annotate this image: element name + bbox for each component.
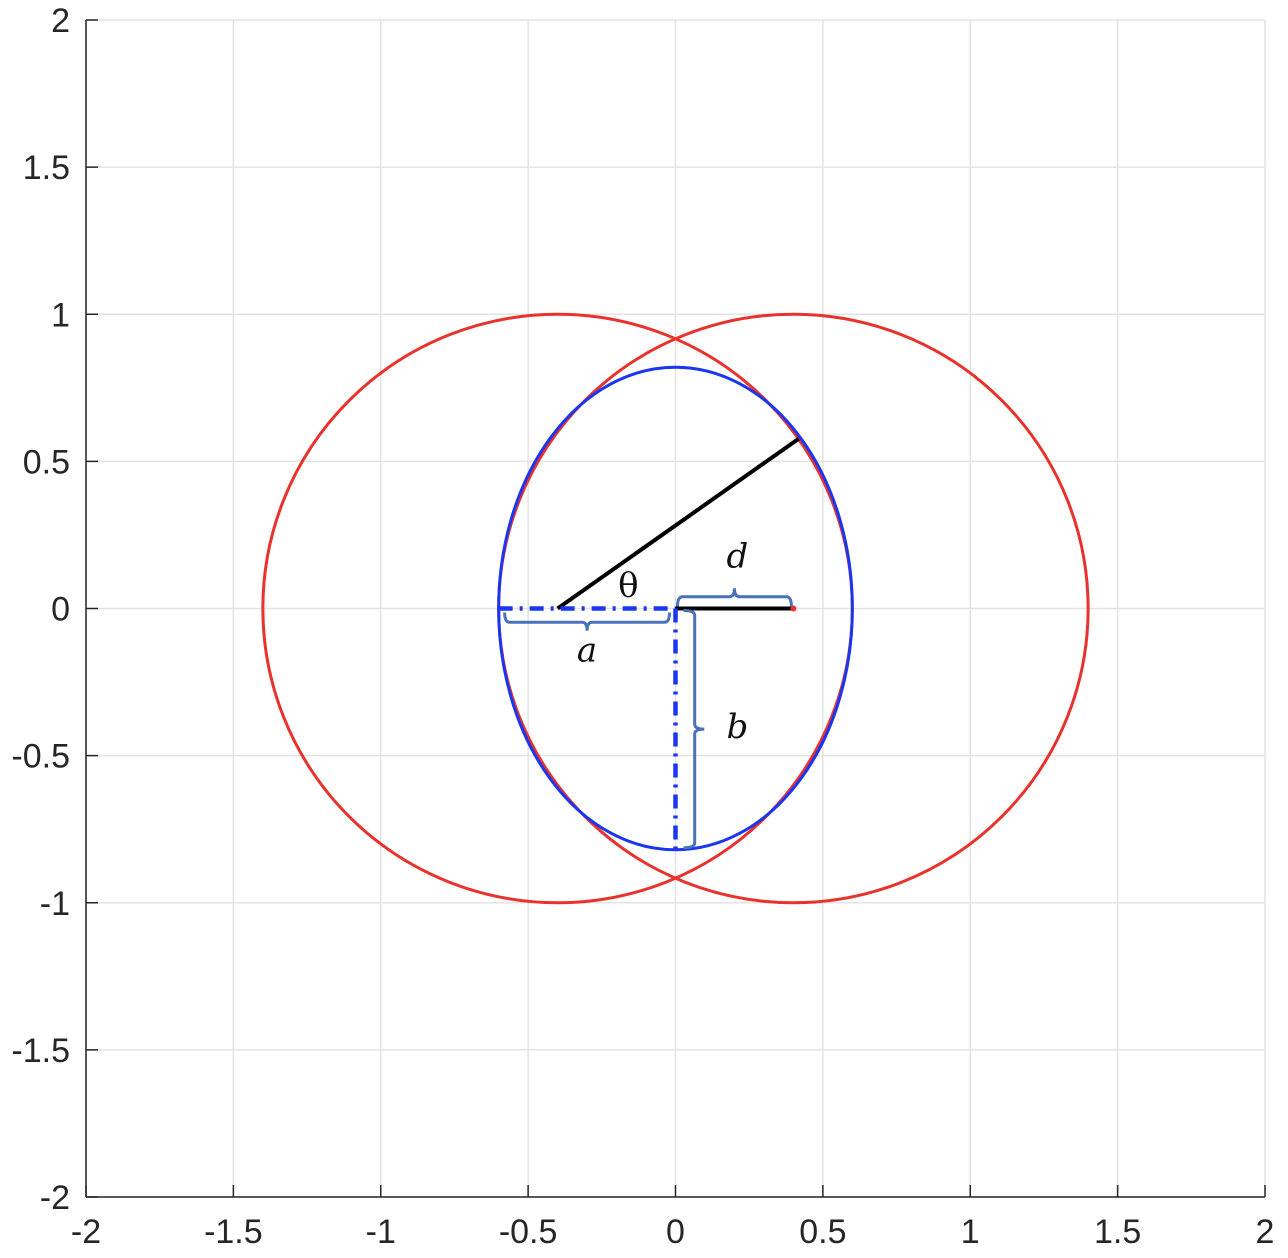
brace-d: [676, 588, 793, 607]
y-tick-label: -2: [40, 1179, 70, 1217]
y-tick-label: -1: [40, 885, 70, 923]
x-tick-label: -2: [71, 1213, 101, 1251]
annotation-d: d: [727, 536, 749, 576]
x-tick-label: -1.5: [204, 1213, 263, 1251]
plot-series: [261, 312, 1090, 905]
annotation-theta: θ: [618, 566, 638, 606]
axes: [85, 19, 1266, 1198]
annotation-b: b: [727, 707, 749, 747]
y-tick-label: -1.5: [11, 1032, 70, 1070]
x-tick-label: -1: [366, 1213, 396, 1251]
black-segment-3: [556, 437, 800, 611]
x-tick-label: 1: [961, 1213, 980, 1251]
x-tick-label: 0: [666, 1213, 685, 1251]
tick-labels: -2 -1.5 -1 -0.5 0 0.5 1 1.5 2 -2 -1.5 -1 -0.5 0 0.5 1 1.…: [11, 2, 1274, 1251]
x-tick-label: 0.5: [799, 1213, 846, 1251]
annotations: θ d a b: [577, 536, 748, 747]
annotation-a: a: [577, 630, 597, 670]
y-tick-label: -0.5: [11, 738, 70, 776]
x-tick-label: 2: [1256, 1213, 1275, 1251]
brace-b: [683, 609, 705, 850]
point-marker: [790, 605, 797, 612]
y-tick-label: 0.5: [23, 443, 70, 481]
x-tick-label: -0.5: [499, 1213, 558, 1251]
y-tick-label: 1: [51, 296, 70, 334]
y-tick-label: 2: [51, 2, 70, 40]
x-tick-label: 1.5: [1094, 1213, 1141, 1251]
y-tick-label: 0: [51, 591, 70, 629]
brace-a: [503, 612, 671, 631]
braces: [503, 588, 793, 850]
y-tick-label: 1.5: [23, 149, 70, 187]
